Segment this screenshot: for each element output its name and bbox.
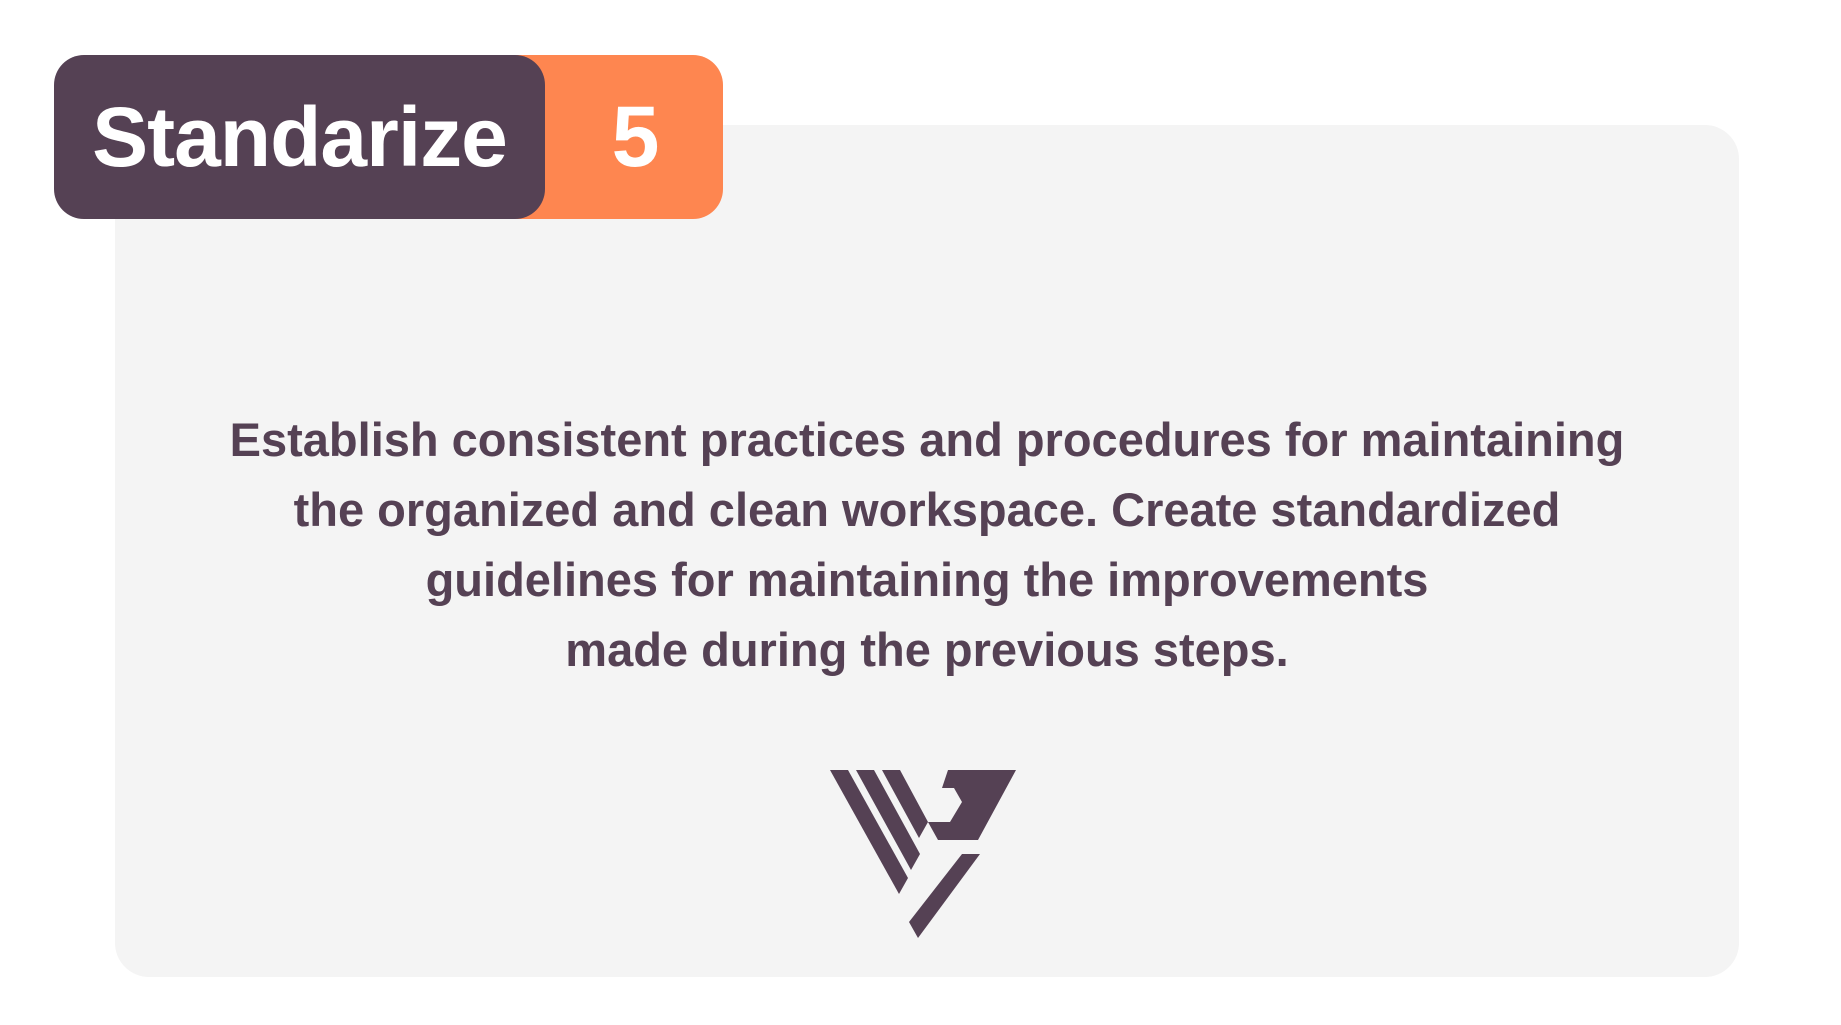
- description-line-1: Establish consistent practices and proce…: [229, 413, 1625, 466]
- brand-logo-icon: [830, 770, 1016, 938]
- step-description: Establish consistent practices and proce…: [150, 405, 1704, 685]
- description-line-2: the organized and clean workspace. Creat…: [293, 483, 1561, 536]
- content-card: [115, 125, 1739, 977]
- step-title-badge: Standarize: [54, 55, 545, 219]
- description-line-4: made during the previous steps.: [565, 623, 1289, 676]
- description-line-3: guidelines for maintaining the improveme…: [425, 553, 1429, 606]
